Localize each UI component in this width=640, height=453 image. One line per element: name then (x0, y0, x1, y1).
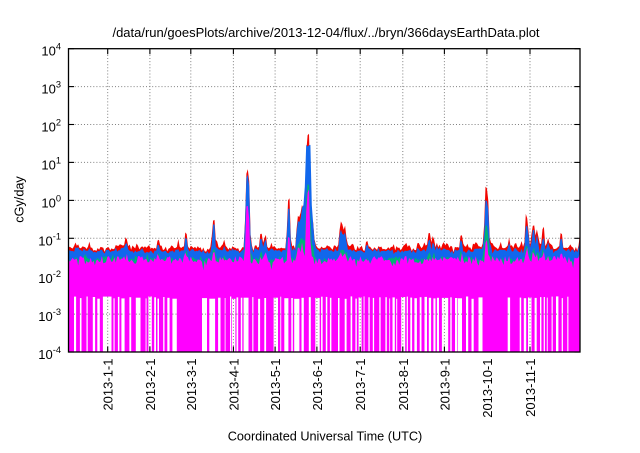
svg-text:2013-8-1: 2013-8-1 (396, 359, 411, 411)
svg-text:Coordinated Universal Time (UT: Coordinated Universal Time (UTC) (228, 429, 423, 443)
svg-text:2013-1-1: 2013-1-1 (101, 359, 116, 411)
svg-text:2013-6-1: 2013-6-1 (310, 359, 325, 411)
svg-text:2013-5-1: 2013-5-1 (268, 359, 283, 411)
svg-text:/data/run/goesPlots/archive/20: /data/run/goesPlots/archive/2013-12-04/f… (112, 25, 539, 40)
svg-text:2013-2-1: 2013-2-1 (143, 359, 158, 411)
svg-text:2013-7-1: 2013-7-1 (353, 359, 368, 411)
svg-text:2013-4-1: 2013-4-1 (226, 359, 241, 411)
svg-text:2013-9-1: 2013-9-1 (437, 359, 452, 411)
svg-text:2013-3-1: 2013-3-1 (184, 359, 199, 411)
svg-text:2013-11-1: 2013-11-1 (523, 359, 538, 417)
svg-text:cGy/day: cGy/day (13, 176, 27, 223)
svg-text:2013-10-1: 2013-10-1 (480, 359, 495, 418)
